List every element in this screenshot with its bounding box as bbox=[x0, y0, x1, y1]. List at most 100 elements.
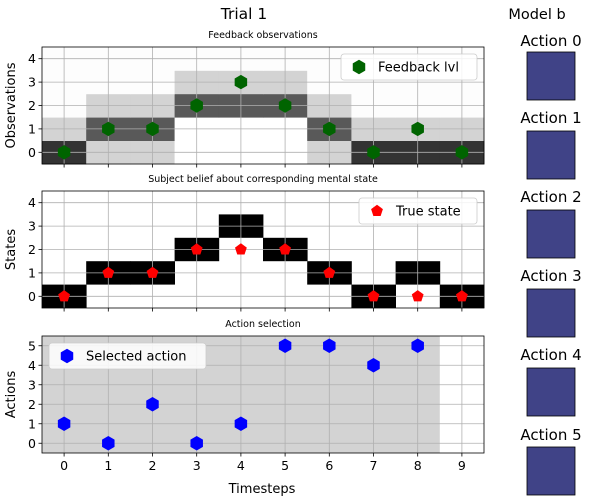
data-point bbox=[234, 74, 248, 90]
legend: Selected action bbox=[48, 342, 207, 370]
action-swatch bbox=[526, 288, 576, 338]
panel-title: Feedback observations bbox=[208, 30, 317, 41]
y-tick-label: 2 bbox=[28, 98, 36, 113]
action-swatch bbox=[526, 367, 576, 417]
chart-panels: 0 1 2 3 4 Feedback observations Observations Fe… bbox=[4, 30, 485, 473]
x-tick-label: 2 bbox=[149, 458, 157, 473]
y-tick-label: 4 bbox=[28, 51, 36, 66]
y-tick-label: 4 bbox=[28, 195, 36, 210]
data-point bbox=[411, 121, 424, 137]
legend-label: Feedback lvl bbox=[378, 61, 459, 76]
data-point bbox=[323, 266, 336, 278]
data-point bbox=[146, 397, 159, 412]
data-point bbox=[102, 266, 115, 278]
x-tick-label: 4 bbox=[237, 458, 245, 473]
legend-box bbox=[358, 197, 478, 225]
data-point bbox=[235, 243, 247, 255]
legend-label: True state bbox=[395, 205, 461, 220]
data-point bbox=[411, 338, 424, 353]
data-point bbox=[278, 338, 292, 353]
data-point bbox=[367, 358, 380, 373]
data-point bbox=[323, 338, 336, 353]
y-tick-label: 1 bbox=[28, 121, 36, 136]
data-point bbox=[190, 436, 203, 451]
data-point bbox=[278, 98, 292, 113]
model-action-5: Action 5 bbox=[520, 426, 582, 496]
x-tick-label: 7 bbox=[370, 458, 378, 473]
x-tick-label: 5 bbox=[281, 458, 289, 473]
action-label: Action 1 bbox=[520, 109, 581, 127]
y-tick-label: 2 bbox=[28, 397, 36, 412]
action-swatch bbox=[526, 209, 576, 259]
model-action-4: Action 4 bbox=[520, 346, 582, 417]
chart-panel-2: 0 1 2 3 4 Subject belief about corresponding … bbox=[4, 174, 485, 312]
model-action-2: Action 2 bbox=[520, 188, 582, 259]
y-tick-label: 0 bbox=[28, 289, 36, 304]
model-action-0: Action 0 bbox=[520, 32, 582, 101]
data-point bbox=[367, 290, 380, 302]
x-axis-label: Timesteps bbox=[228, 482, 296, 497]
data-point bbox=[234, 416, 248, 431]
data-point bbox=[190, 98, 203, 113]
x-tick-label: 0 bbox=[60, 458, 68, 473]
x-tick-label: 3 bbox=[193, 458, 201, 473]
data-point bbox=[367, 145, 380, 160]
data-point bbox=[455, 145, 469, 160]
legend-box bbox=[340, 53, 478, 81]
y-tick-label: 1 bbox=[28, 265, 36, 280]
action-label: Action 3 bbox=[520, 267, 581, 285]
data-point bbox=[58, 290, 70, 302]
action-swatch bbox=[526, 51, 576, 101]
model-title: Model b bbox=[508, 7, 565, 23]
legend: Feedback lvl bbox=[340, 53, 478, 81]
data-point bbox=[411, 290, 424, 302]
y-tick-label: 4 bbox=[28, 358, 36, 373]
y-tick-label: 3 bbox=[28, 219, 36, 234]
x-tick-label: 6 bbox=[325, 458, 333, 473]
legend-box bbox=[48, 342, 207, 370]
legend: True state bbox=[358, 197, 478, 225]
legend-marker bbox=[371, 204, 383, 217]
y-axis-label: Observations bbox=[4, 62, 19, 148]
y-tick-label: 5 bbox=[28, 338, 36, 353]
figure-title: Trial 1 bbox=[220, 5, 267, 23]
x-tick-label: 8 bbox=[414, 458, 422, 473]
action-label: Action 2 bbox=[520, 188, 581, 206]
action-label: Action 0 bbox=[520, 32, 581, 50]
y-tick-label: 3 bbox=[28, 75, 36, 90]
model-action-1: Action 1 bbox=[520, 109, 582, 180]
y-axis-label: Actions bbox=[4, 371, 19, 419]
data-point bbox=[102, 121, 115, 137]
data-point bbox=[323, 121, 336, 137]
panel-title: Action selection bbox=[225, 319, 300, 330]
data-point bbox=[146, 266, 159, 278]
action-swatch bbox=[526, 446, 576, 496]
action-label: Action 5 bbox=[520, 426, 581, 444]
x-tick-label: 9 bbox=[458, 458, 466, 473]
legend-marker bbox=[352, 59, 366, 75]
data-point bbox=[57, 416, 71, 431]
legend-marker bbox=[60, 348, 74, 364]
axes-frame bbox=[41, 335, 485, 454]
y-tick-label: 0 bbox=[28, 145, 36, 160]
chart-panel-3: 0 1 2 3 4 5 0 1 2 3 4 5 6 7 8 9 Action selection Actions S… bbox=[4, 319, 485, 473]
y-tick-label: 0 bbox=[28, 436, 36, 451]
model-action-3: Action 3 bbox=[520, 267, 582, 338]
data-point bbox=[456, 290, 468, 302]
x-tick-label: 1 bbox=[104, 458, 112, 473]
y-axis-label: States bbox=[4, 229, 19, 270]
data-point bbox=[102, 436, 115, 451]
panel-title: Subject belief about corresponding menta… bbox=[148, 174, 378, 185]
y-tick-label: 2 bbox=[28, 242, 36, 257]
data-point bbox=[146, 121, 159, 137]
model-action-panel: Action 0 Action 1 Action 2 Action 3 Action 4… bbox=[520, 32, 582, 496]
y-tick-label: 3 bbox=[28, 377, 36, 392]
chart-panel-1: 0 1 2 3 4 Feedback observations Observations Fe… bbox=[4, 30, 485, 168]
action-label: Action 4 bbox=[520, 346, 581, 364]
legend-label: Selected action bbox=[86, 350, 187, 365]
action-swatch bbox=[526, 130, 576, 180]
data-point bbox=[279, 243, 291, 255]
data-point bbox=[57, 145, 71, 160]
y-tick-label: 1 bbox=[28, 416, 36, 431]
